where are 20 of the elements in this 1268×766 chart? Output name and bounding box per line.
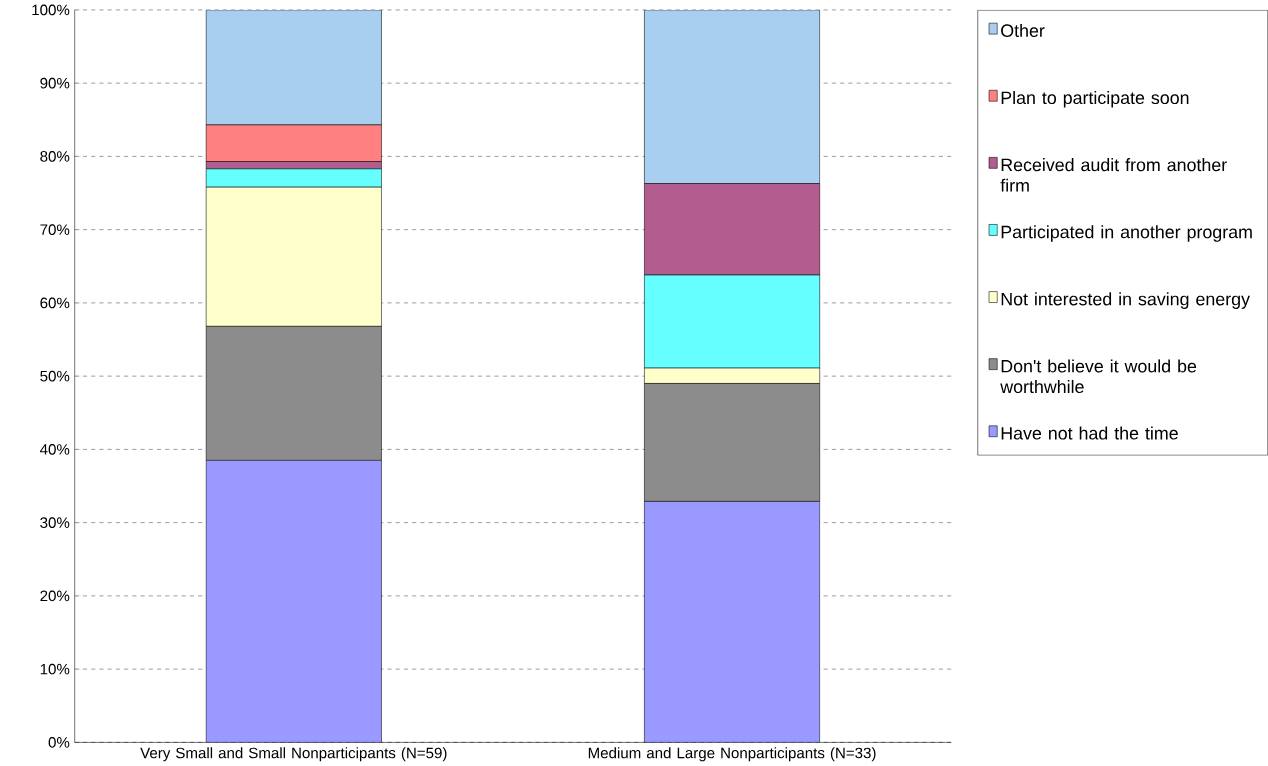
y-tick-label: 90%	[40, 77, 70, 89]
x-tick-label: Very Small and Small Nonparticipants (N=59)	[140, 747, 447, 762]
y-tick-label: 10%	[40, 663, 70, 675]
y-tick-label: 20%	[40, 590, 70, 602]
legend-label: Not interested in saving energy	[1001, 292, 1250, 309]
y-tick-label: 0%	[48, 737, 70, 748]
y-tick-label: 100%	[32, 4, 70, 16]
y-tick-label: 40%	[39, 444, 70, 455]
legend-label: Plan to participate soon	[1001, 91, 1189, 108]
legend-label: Other	[1001, 23, 1045, 38]
y-tick-label: 70%	[40, 224, 70, 236]
y-tick-label: 80%	[40, 151, 70, 162]
y-tick-label: 60%	[40, 297, 70, 309]
legend-label: Have not had the time	[1001, 426, 1178, 440]
legend-label: Received audit from another firm	[1000, 158, 1227, 192]
legend-label: Participated in another program	[1001, 225, 1252, 242]
y-tick-label: 50%	[40, 370, 70, 382]
y-tick-label: 30%	[40, 517, 70, 529]
x-tick-label: Medium and Large Nonparticipants (N=33)	[588, 747, 876, 762]
legend-label: Don't believe it would be worthwhile	[1000, 359, 1197, 394]
